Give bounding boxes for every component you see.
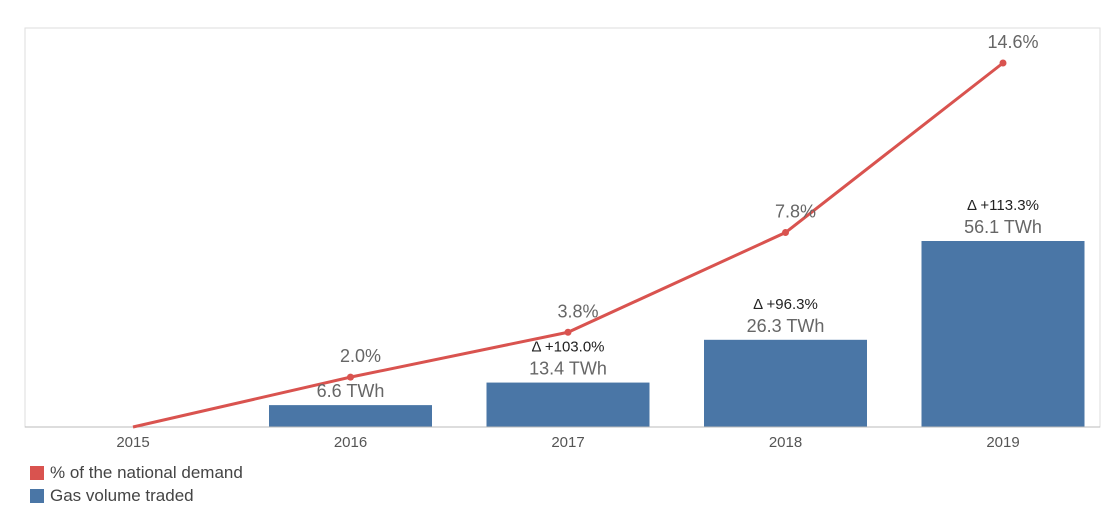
legend-item-national-demand: % of the national demand bbox=[30, 463, 243, 483]
bar bbox=[486, 382, 650, 427]
bar bbox=[921, 241, 1085, 427]
bar-value-label: 6.6 TWh bbox=[317, 381, 385, 401]
bar-value-label: 13.4 TWh bbox=[529, 359, 607, 379]
bar-delta-label: Δ +113.3% bbox=[967, 197, 1039, 214]
x-tick-label: 2017 bbox=[551, 434, 584, 451]
x-tick-label: 2015 bbox=[116, 434, 149, 451]
legend-label: % of the national demand bbox=[50, 463, 243, 482]
legend-item-gas-volume: Gas volume traded bbox=[30, 486, 194, 506]
bar-value-label: 56.1 TWh bbox=[964, 217, 1042, 237]
bar-delta-label: Δ +103.0% bbox=[532, 339, 605, 356]
x-tick-label: 2019 bbox=[986, 434, 1019, 451]
line-value-label: 14.6% bbox=[987, 32, 1038, 52]
legend-swatch-blue bbox=[30, 489, 44, 503]
legend-swatch-red bbox=[30, 466, 44, 480]
line-value-label: 3.8% bbox=[557, 301, 598, 321]
bar bbox=[704, 339, 867, 427]
line-point bbox=[564, 328, 572, 336]
x-tick-label: 2018 bbox=[769, 434, 802, 451]
line-point bbox=[347, 373, 354, 381]
bar bbox=[269, 405, 432, 427]
legend-label: Gas volume traded bbox=[50, 486, 194, 505]
x-tick-label: 2016 bbox=[334, 434, 367, 451]
bar-value-label: 26.3 TWh bbox=[747, 316, 825, 336]
bar-delta-label: Δ +96.3% bbox=[753, 296, 818, 313]
line-point bbox=[782, 229, 789, 237]
line-value-label: 7.8% bbox=[775, 202, 816, 222]
line-value-label: 2.0% bbox=[340, 346, 381, 366]
line-point bbox=[999, 59, 1007, 67]
